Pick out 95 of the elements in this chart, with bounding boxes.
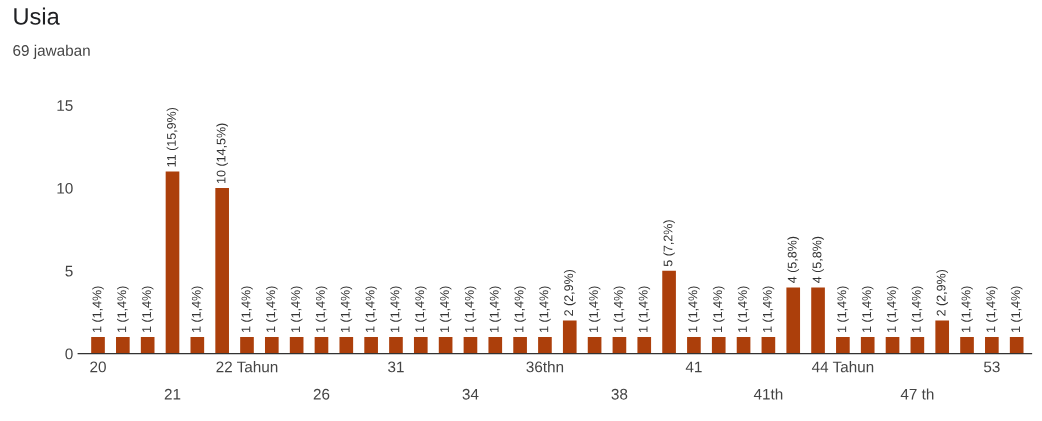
bar xyxy=(190,337,205,354)
y-tick-label: 0 xyxy=(65,348,73,360)
data-label: 10 (14,5%) xyxy=(216,123,228,183)
bar xyxy=(985,337,999,354)
data-label: 11 (15,9%) xyxy=(166,107,179,167)
data-label: 1 (1,4%) xyxy=(986,286,998,332)
data-label: 1 (1,4%) xyxy=(737,286,750,332)
bar xyxy=(761,337,776,354)
data-label: 1 (1,4%) xyxy=(712,286,725,332)
bar xyxy=(612,337,627,354)
data-label: 1 (1,4%) xyxy=(414,286,427,332)
data-label: 1 (1,4%) xyxy=(365,286,377,332)
data-label: 2 (2,9%) xyxy=(563,269,576,316)
data-label: 1 (1,4%) xyxy=(265,286,278,332)
bar xyxy=(960,337,974,354)
x-tick-label: 47 th xyxy=(900,388,934,400)
x-tick-label: 20 xyxy=(90,361,106,373)
data-label: 1 (1,4%) xyxy=(911,286,924,332)
bar xyxy=(513,337,527,354)
bar xyxy=(413,337,428,354)
bar xyxy=(1009,337,1024,354)
data-label: 1 (1,4%) xyxy=(961,286,973,332)
x-tick-label: 31 xyxy=(388,361,404,373)
bar xyxy=(587,337,602,354)
x-tick-label: 22 Tahun xyxy=(216,361,278,373)
data-label: 1 (1,4%) xyxy=(464,286,477,332)
chart-title: Usia xyxy=(14,7,60,25)
data-label: 2 (2,9%) xyxy=(936,269,949,316)
bar xyxy=(364,337,378,354)
bar xyxy=(438,337,453,354)
bar xyxy=(836,337,850,354)
data-label: 5 (7,2%) xyxy=(663,220,675,267)
x-tick-label: 38 xyxy=(611,388,628,400)
bar xyxy=(662,270,676,354)
x-tick-label: 34 xyxy=(462,388,479,400)
data-label: 1 (1,4%) xyxy=(315,286,328,332)
x-tick-label: 44 Tahun xyxy=(811,361,874,373)
bar xyxy=(463,337,478,354)
bar xyxy=(860,337,875,354)
bar xyxy=(140,337,155,354)
y-tick-label: 15 xyxy=(57,100,73,111)
bar xyxy=(488,337,503,354)
bar xyxy=(811,287,825,354)
bar xyxy=(240,337,254,354)
bar xyxy=(339,337,354,354)
bar xyxy=(264,337,279,354)
data-label: 1 (1,4%) xyxy=(340,286,353,332)
data-label: 1 (1,4%) xyxy=(688,286,700,332)
bar xyxy=(165,171,180,354)
bar xyxy=(538,337,552,354)
data-label: 1 (1,4%) xyxy=(762,286,775,332)
bar xyxy=(562,320,577,354)
bar xyxy=(711,337,726,354)
data-label: 1 (1,4%) xyxy=(92,286,104,332)
x-tick-label: 41 xyxy=(685,361,702,373)
data-label: 1 (1,4%) xyxy=(390,286,402,332)
bar xyxy=(289,337,304,354)
data-label: 1 (1,4%) xyxy=(191,286,204,332)
data-label: 4 (5,8%) xyxy=(787,236,800,283)
bar xyxy=(736,337,751,354)
bar xyxy=(91,337,105,354)
bar xyxy=(910,337,925,354)
x-tick-label: 21 xyxy=(164,388,181,400)
data-label: 1 (1,4%) xyxy=(1010,286,1023,332)
bar xyxy=(215,188,229,354)
data-label: 1 (1,4%) xyxy=(861,286,874,332)
x-tick-label: 26 xyxy=(313,388,330,400)
bar xyxy=(637,337,652,354)
x-tick-label: 41th xyxy=(753,388,783,400)
data-label: 1 (1,4%) xyxy=(514,286,526,332)
bar xyxy=(935,320,950,354)
bar xyxy=(687,337,701,354)
bar xyxy=(389,337,403,354)
data-label: 1 (1,4%) xyxy=(539,286,551,332)
data-label: 1 (1,4%) xyxy=(241,286,253,332)
data-label: 1 (1,4%) xyxy=(290,286,303,332)
bar xyxy=(314,337,329,354)
data-label: 1 (1,4%) xyxy=(141,286,154,332)
x-tick-label: 53 xyxy=(983,361,1000,373)
bar xyxy=(116,337,130,354)
chart-subtitle: 69 jawaban xyxy=(13,44,90,59)
data-label: 1 (1,4%) xyxy=(588,286,601,332)
data-label: 1 (1,4%) xyxy=(638,286,651,332)
data-label: 4 (5,8%) xyxy=(812,236,824,283)
x-tick-label: 36thn xyxy=(526,361,564,373)
data-label: 1 (1,4%) xyxy=(886,286,899,332)
data-label: 1 (1,4%) xyxy=(613,286,626,332)
bar xyxy=(786,287,801,354)
bar xyxy=(885,337,900,354)
data-label: 1 (1,4%) xyxy=(489,286,502,332)
y-tick-label: 10 xyxy=(57,182,73,194)
data-label: 1 (1,4%) xyxy=(439,286,452,332)
y-tick-label: 5 xyxy=(65,265,73,277)
data-label: 1 (1,4%) xyxy=(837,286,849,332)
data-label: 1 (1,4%) xyxy=(117,286,129,332)
